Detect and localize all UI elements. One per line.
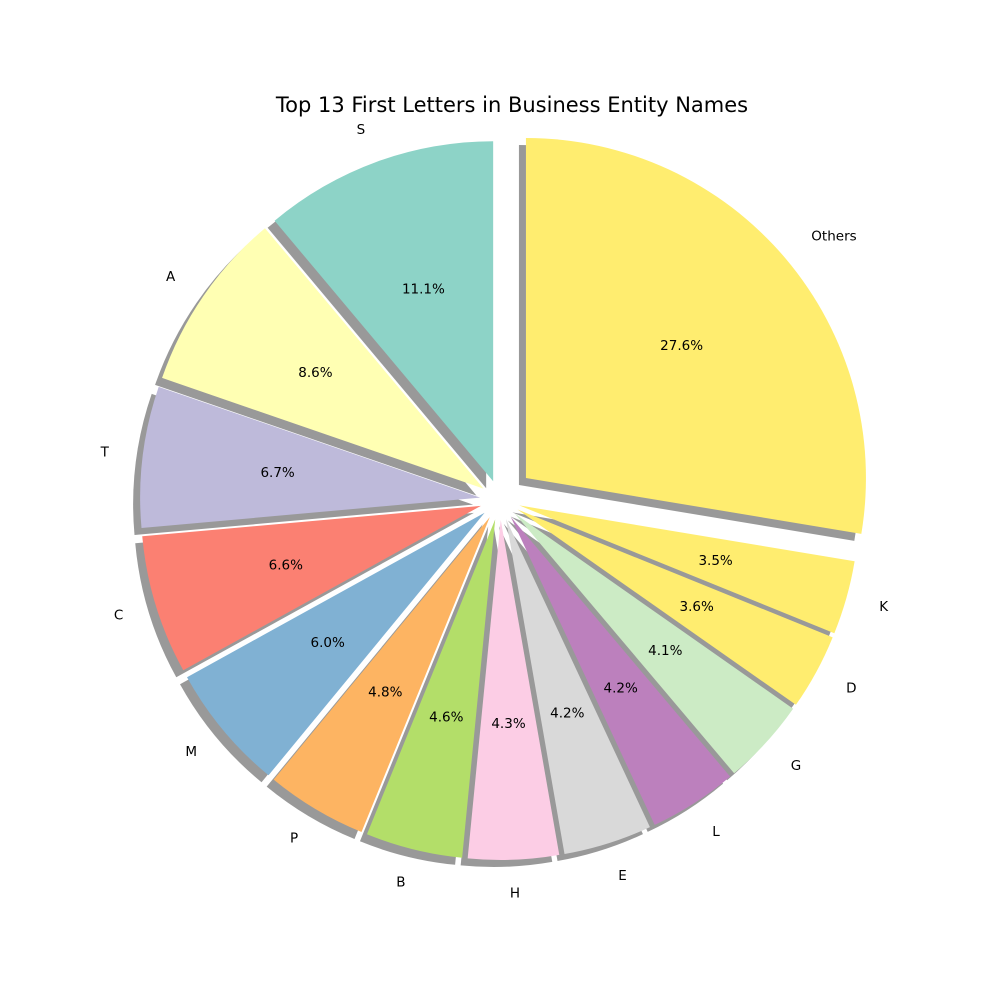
slice-m <box>187 512 485 776</box>
pct-label-h: 4.3% <box>491 716 525 732</box>
pct-label-s: 11.1% <box>402 282 445 298</box>
slice-label-b: B <box>396 875 405 891</box>
slice-others <box>525 138 866 534</box>
slice-s <box>274 141 494 482</box>
slice-label-a: A <box>166 269 176 285</box>
slice-label-s: S <box>357 122 366 138</box>
pct-label-g: 4.1% <box>648 643 682 659</box>
slice-t <box>140 386 481 529</box>
slice-e <box>506 519 650 854</box>
slice-label-d: D <box>846 680 856 696</box>
pct-label-m: 6.0% <box>311 635 345 651</box>
slice-label-c: C <box>114 607 123 623</box>
slice-label-g: G <box>791 758 801 774</box>
slice-b <box>366 519 496 858</box>
slice-c <box>142 505 481 671</box>
pct-label-l: 4.2% <box>604 681 638 697</box>
pct-label-b: 4.6% <box>429 710 463 726</box>
slice-g <box>514 513 794 774</box>
pct-label-others: 27.6% <box>660 338 703 354</box>
pct-label-c: 6.6% <box>269 558 303 574</box>
slice-label-t: T <box>100 444 110 460</box>
pct-label-t: 6.7% <box>260 465 294 481</box>
pie-slices <box>140 138 866 860</box>
slice-label-p: P <box>290 830 298 846</box>
slice-label-l: L <box>712 824 720 840</box>
slice-label-m: M <box>185 744 197 760</box>
slice-k <box>519 505 855 634</box>
pct-label-p: 4.8% <box>368 684 402 700</box>
chart-title: Top 13 First Letters in Business Entity … <box>275 93 748 117</box>
pct-label-d: 3.6% <box>680 599 714 615</box>
pct-label-k: 3.5% <box>698 553 732 569</box>
slice-label-e: E <box>618 868 627 884</box>
pct-label-a: 8.6% <box>298 365 332 381</box>
slice-l <box>510 516 731 825</box>
slice-label-others: Others <box>811 228 856 244</box>
slice-d <box>517 509 833 705</box>
slice-h <box>467 519 560 860</box>
pct-label-e: 4.2% <box>550 706 584 722</box>
slice-label-k: K <box>879 599 889 615</box>
slice-a <box>162 228 484 489</box>
slice-label-h: H <box>510 886 520 902</box>
percent-labels: 11.1% 8.6% 6.7% 6.6% 6.0% 4.8% 4.6% 4.3% 4.2% 4.2… <box>260 282 732 732</box>
slice-labels: S A T C M P B H E L G D K Others <box>100 122 890 902</box>
slice-p <box>273 517 490 833</box>
